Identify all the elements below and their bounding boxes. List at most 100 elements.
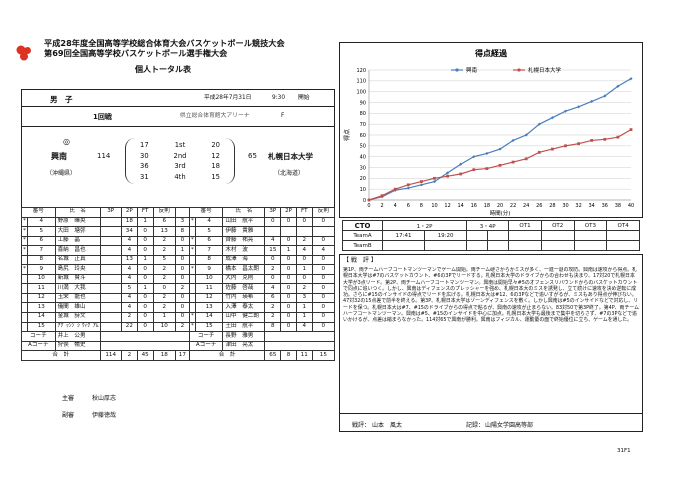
x-tick-label: 40 [628,203,634,209]
away-prefecture: （北海道） [274,170,305,177]
stat-cell: 7 [194,245,224,256]
stat-cell: 工藤 晶 [54,235,101,247]
recorder-label: 戦評： [352,422,371,429]
stat-cell: 0 [136,226,154,237]
stat-cell [99,264,122,275]
stat-cell: 2 [174,283,190,294]
stats-body: * 4 野原 暉央 18 1 6 3 * 4 山田 航平 0 0 0 0 * 5 大田 塘弥 34 0 13 8 5 伊藤 … [21,216,336,361]
blank [99,340,190,352]
stat-cell: 8 [194,254,224,266]
stat-cell: 4 [295,245,313,256]
stat-cell: 0 [152,283,176,294]
stat-cell: 12 [27,292,56,304]
total-label: 合 計 [21,350,101,361]
stat-cell: 0 [174,292,190,304]
stat-cell [99,283,122,294]
y-tick-label: 50 [360,144,366,150]
data-point [485,167,489,170]
period-home: 30 [140,151,149,160]
acoach-label: Aコーチ [21,340,56,352]
stat-cell: 0 [311,216,336,228]
stat-cell: 6 [264,292,282,304]
stat-cell: 15 [194,321,224,333]
stat-cell: 4 [264,283,282,294]
stat-cell: 2 [264,264,282,275]
data-point [616,84,620,88]
x-tick-label: 36 [602,203,608,209]
stat-cell [99,312,122,323]
data-point [459,172,463,176]
y-tick-label: 120 [356,68,366,74]
stat-cell: 0 [280,273,297,285]
table-row: 10 新城 賢斗 4 0 2 0 10 大内 克則 0 0 0 0 [21,273,336,285]
total-row: 合 計 114 2 45 18 17 合 計 65 8 11 15 [21,350,336,361]
cto-time: 19:20 [424,230,468,241]
stat-cell: 0 [311,254,336,266]
stat-cell: 0 [311,264,336,275]
stat-cell: 山中 健二朗 [222,312,266,323]
col-name: 氏 名 [54,207,101,218]
stat-cell: 伊藤 貴雅 [222,226,266,237]
cto-time: 17:41 [381,230,426,241]
stat-cell: 0 [136,264,154,275]
stat-cell: 新城 賢斗 [54,273,101,285]
data-point [472,168,476,172]
stat-cell: 木村 波 [222,245,266,256]
x-tick-label: 6 [407,203,410,209]
home-acoach: 狩俣 暢史 [54,340,101,352]
data-point [551,147,554,151]
period-away: 20 [211,141,220,149]
data-point [629,128,633,131]
cto-cell [573,240,608,251]
stat-cell: 13 [194,302,224,313]
stat-cell: 8 [27,254,56,266]
stat-cell: 儀間 雄山 [54,302,101,313]
x-tick-label: 10 [431,203,437,209]
stat-cell: 川満 大我 [54,283,101,294]
y-tick-label: 20 [360,176,366,182]
stat-cell: 4 [120,264,138,275]
cto-cell [466,230,489,241]
stat-cell: 11 [295,350,313,361]
stat-cell: 2 [152,245,176,256]
umpire-name: 伊藤徳哉 [92,412,117,419]
stat-cell: 6 [152,216,176,228]
stat-cell: 3 [174,216,190,228]
stat-cell: 18 [120,216,138,228]
stat-cell: 3 [295,292,313,304]
stat-cell: 14 [194,312,224,323]
review-title: 【 戦 評 】 [343,257,377,264]
away-acoach: 津田 亮太 [222,340,266,352]
stat-cell: 0 [311,312,336,323]
data-point [577,142,580,146]
home-final-score: 114 [97,152,111,160]
data-point [419,183,423,187]
cto-cell [424,240,468,251]
stat-cell: 18 [152,350,176,361]
stat-cell: 17 [174,350,190,361]
away-team-name: 札幌日本大学 [268,152,313,161]
stat-cell: 成澤 海 [222,254,266,266]
venue: 県立総合体育館大アリーナ [180,113,250,119]
stat-cell: 名城 正真 [54,254,101,266]
col-ft: FT [136,207,154,218]
table-row: * 9 島尻 玲央 4 0 2 0 * 9 橋本 昌太朗 2 0 1 0 [21,264,336,275]
player-stats-table: 番号 氏 名 3P 2P FT 反則 番号 氏 名 3P 2P FT 反則 * 4… [21,207,336,361]
stat-cell: 2 [295,283,313,294]
stat-cell: 1 [295,312,313,323]
period-label: 1st [174,141,186,149]
stat-cell: 0 [174,264,190,275]
divider [21,126,335,127]
period-away: 18 [211,162,220,170]
championship-title: 第69回全国高等学校バスケットボール選手権大会 [44,48,228,58]
blank [99,331,190,342]
stat-cell: 0 [136,245,154,256]
stat-cell: 0 [311,283,336,294]
stat-cell: 10 [27,273,56,285]
stat-cell: 0 [311,235,336,247]
blank [264,331,335,342]
away-coach: 長野 雅男 [222,331,266,342]
y-tick-label: 0 [363,198,366,204]
footer-box [339,414,643,432]
cto-label: CTO [342,220,383,231]
